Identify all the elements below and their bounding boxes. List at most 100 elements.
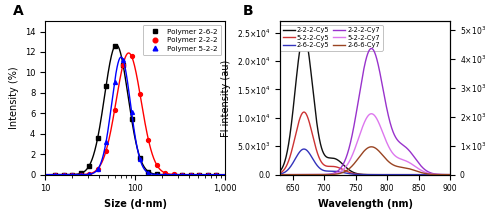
2-2-2-Cy5 [301, 34, 307, 37]
Polymer 2-6-2 [112, 45, 117, 47]
Polymer 2-6-2 [154, 173, 160, 176]
Polymer 5-2-2 [205, 173, 211, 176]
Line: Polymer 2-6-2: Polymer 2-6-2 [54, 44, 218, 177]
2-6-2-Cy5 [413, 173, 419, 176]
2-6-2-Cy5 [346, 172, 352, 175]
Y-axis label: Intensity (%): Intensity (%) [9, 67, 19, 129]
Polymer 2-2-2 [112, 109, 117, 111]
Line: Polymer 5-2-2: Polymer 5-2-2 [54, 58, 218, 177]
Polymer 2-6-2 [69, 173, 75, 176]
Polymer 5-2-2 [69, 173, 75, 176]
Polymer 2-6-2 [162, 173, 168, 176]
5-2-2-Cy7 [346, 161, 352, 164]
2-6-6-Cy7 [368, 145, 374, 148]
Legend: 2-2-2-Cy5, 5-2-2-Cy5, 2-6-2-Cy5, 2-2-2-Cy7, 5-2-2-Cy7, 2-6-6-Cy7: 2-2-2-Cy5, 5-2-2-Cy5, 2-6-2-Cy5, 2-2-2-C… [280, 25, 382, 51]
2-6-2-Cy5 [352, 173, 358, 176]
Polymer 2-6-2 [188, 173, 194, 176]
Line: 2-6-6-Cy7: 2-6-6-Cy7 [280, 147, 450, 175]
2-6-6-Cy7 [410, 168, 416, 171]
Polymer 2-2-2 [137, 93, 143, 95]
2-6-6-Cy7 [294, 173, 300, 176]
2-6-2-Cy5 [277, 173, 283, 175]
Polymer 2-2-2 [78, 173, 84, 176]
2-2-2-Cy5 [346, 168, 352, 171]
2-2-2-Cy7 [447, 173, 453, 176]
Text: A: A [12, 4, 24, 18]
Text: B: B [242, 4, 253, 18]
Line: Polymer 2-2-2: Polymer 2-2-2 [54, 54, 218, 177]
Polymer 2-6-2 [52, 173, 59, 176]
Polymer 2-2-2 [86, 173, 92, 175]
Legend: Polymer 2-6-2, Polymer 2-2-2, Polymer 5-2-2: Polymer 2-6-2, Polymer 2-2-2, Polymer 5-… [142, 25, 222, 55]
X-axis label: Size (d·nm): Size (d·nm) [104, 199, 166, 209]
5-2-2-Cy7 [413, 166, 419, 168]
Polymer 5-2-2 [128, 110, 134, 113]
Polymer 2-6-2 [146, 170, 152, 173]
Polymer 2-6-2 [103, 85, 109, 87]
2-2-2-Cy7 [410, 154, 416, 156]
Polymer 5-2-2 [78, 173, 84, 176]
5-2-2-Cy5 [447, 173, 453, 176]
5-2-2-Cy5 [294, 126, 300, 129]
2-6-2-Cy5 [301, 148, 307, 150]
Polymer 2-2-2 [196, 173, 202, 176]
Polymer 5-2-2 [154, 173, 160, 176]
Polymer 2-2-2 [69, 173, 75, 176]
Polymer 5-2-2 [103, 140, 109, 143]
Polymer 5-2-2 [188, 173, 194, 176]
Polymer 2-2-2 [52, 173, 59, 176]
Polymer 2-6-2 [120, 63, 126, 66]
Polymer 2-2-2 [214, 173, 220, 176]
5-2-2-Cy5 [352, 173, 358, 175]
5-2-2-Cy7 [410, 163, 416, 166]
Polymer 2-6-2 [86, 164, 92, 167]
2-2-2-Cy7 [413, 158, 419, 161]
Polymer 2-2-2 [103, 149, 109, 152]
2-6-2-Cy5 [394, 173, 400, 176]
5-2-2-Cy5 [410, 173, 416, 176]
5-2-2-Cy7 [352, 147, 358, 150]
5-2-2-Cy7 [294, 173, 300, 176]
Polymer 5-2-2 [137, 158, 143, 161]
Polymer 5-2-2 [162, 173, 168, 176]
5-2-2-Cy5 [301, 111, 307, 113]
Polymer 5-2-2 [86, 173, 92, 176]
Polymer 2-6-2 [137, 157, 143, 159]
Polymer 2-2-2 [146, 139, 152, 141]
Polymer 2-2-2 [120, 63, 126, 66]
Polymer 2-6-2 [78, 172, 84, 175]
2-6-6-Cy7 [447, 173, 453, 176]
Polymer 5-2-2 [94, 168, 100, 171]
2-6-2-Cy5 [447, 173, 453, 176]
Polymer 2-6-2 [60, 173, 66, 176]
Polymer 2-6-2 [94, 137, 100, 140]
Polymer 2-2-2 [60, 173, 66, 176]
Polymer 2-6-2 [205, 173, 211, 176]
2-2-2-Cy7 [394, 138, 400, 141]
2-2-2-Cy7 [294, 173, 300, 176]
2-6-2-Cy5 [410, 173, 416, 176]
5-2-2-Cy5 [277, 172, 283, 174]
Polymer 2-6-2 [128, 117, 134, 120]
2-6-6-Cy7 [277, 173, 283, 176]
Line: 2-2-2-Cy7: 2-2-2-Cy7 [280, 49, 450, 175]
Polymer 2-2-2 [180, 173, 186, 176]
2-6-6-Cy7 [346, 168, 352, 170]
Line: 5-2-2-Cy5: 5-2-2-Cy5 [280, 112, 450, 175]
Polymer 2-2-2 [94, 168, 100, 170]
Polymer 2-6-2 [214, 173, 220, 176]
2-2-2-Cy7 [277, 173, 283, 176]
Polymer 2-2-2 [154, 164, 160, 167]
2-2-2-Cy5 [413, 173, 419, 176]
Polymer 2-2-2 [171, 173, 177, 176]
2-6-6-Cy7 [352, 161, 358, 164]
2-2-2-Cy7 [368, 47, 374, 50]
Polymer 2-6-2 [196, 173, 202, 176]
2-2-2-Cy5 [352, 172, 358, 174]
Polymer 2-2-2 [128, 55, 134, 58]
2-2-2-Cy5 [294, 68, 300, 71]
Polymer 5-2-2 [146, 172, 152, 174]
2-6-6-Cy7 [413, 170, 419, 172]
Polymer 5-2-2 [60, 173, 66, 176]
5-2-2-Cy7 [394, 156, 400, 158]
